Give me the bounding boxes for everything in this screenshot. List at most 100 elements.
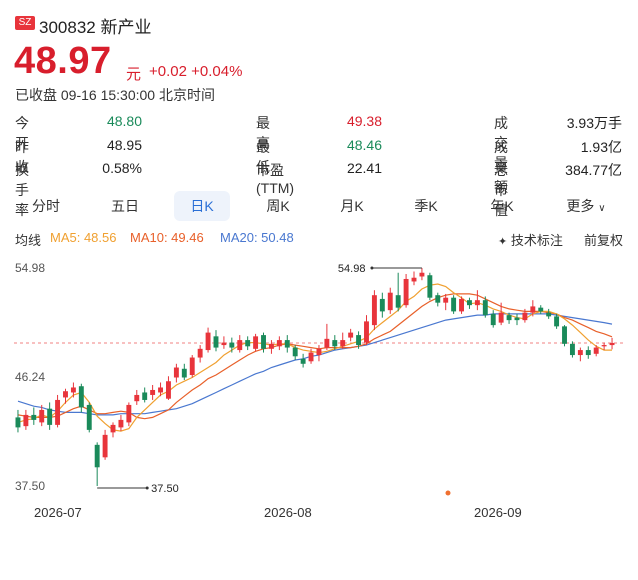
candle-body xyxy=(348,332,354,338)
candle-body xyxy=(316,348,322,356)
candle-body xyxy=(47,408,53,425)
candle-body xyxy=(569,343,575,356)
tune-icon: ✦ xyxy=(498,236,508,248)
stat-label-market-cap: 总市值 xyxy=(494,162,508,218)
market-badge: SZ xyxy=(15,16,35,30)
stat-label-turnover-rate: 换手率 xyxy=(15,162,29,218)
candle-body xyxy=(205,332,211,351)
candle-body xyxy=(197,348,203,358)
price-change: +0.02 +0.04% xyxy=(149,63,243,80)
y-tick-label: 54.98 xyxy=(15,261,45,275)
stat-label-turnover: 成交额 xyxy=(494,139,508,195)
adjust-selector[interactable]: 前复权 xyxy=(584,233,624,248)
stat-value-low: 48.46 xyxy=(346,137,382,153)
candle-body xyxy=(585,350,591,356)
min-marker-dot xyxy=(145,486,149,490)
candle-body xyxy=(39,409,45,423)
candle-body xyxy=(498,312,504,323)
candle-body xyxy=(324,338,330,348)
y-tick-label: 46.24 xyxy=(15,370,45,384)
tab-intraday[interactable]: 分时 xyxy=(32,198,60,214)
candle-body xyxy=(522,312,528,321)
candle-body xyxy=(332,340,338,347)
candle-body xyxy=(23,414,29,427)
tab-five-day[interactable]: 五日 xyxy=(111,198,139,214)
candle-body xyxy=(300,358,306,364)
candle-body xyxy=(94,444,100,468)
candle-body xyxy=(245,340,251,347)
tab-monthly-k[interactable]: 月K xyxy=(340,198,364,214)
candle-body xyxy=(530,306,536,313)
candle-body xyxy=(261,335,266,349)
candle-body xyxy=(371,295,377,326)
ma10-line xyxy=(17,293,613,420)
period-tabs: 分时 五日 日K 周K 月K 季K 年K 更多 ∨ xyxy=(0,191,638,221)
candle-body xyxy=(577,350,583,356)
candle-body xyxy=(268,343,274,349)
candle-body xyxy=(237,340,243,351)
candle-body xyxy=(15,417,21,428)
candle-body xyxy=(467,300,472,306)
candle-body xyxy=(284,340,290,348)
candle-body xyxy=(482,300,488,316)
candle-body xyxy=(181,368,187,378)
candle-body xyxy=(308,352,314,362)
tech-annotation-label: 技术标注 xyxy=(510,233,563,248)
x-tick-label: 2026-07 xyxy=(34,505,82,520)
candle-body xyxy=(601,345,607,347)
stat-label-low: 最低 xyxy=(256,139,270,175)
candle-body xyxy=(356,335,362,346)
ma5-value: MA5: 48.56 xyxy=(50,230,117,245)
ma-label: 均线 xyxy=(15,233,42,248)
tab-daily-k[interactable]: 日K xyxy=(174,191,230,221)
chevron-down-icon: ∨ xyxy=(598,203,606,214)
stat-value-open: 48.80 xyxy=(106,113,142,129)
tech-annotation-toggle[interactable]: ✦ 技术标注 xyxy=(498,230,563,249)
candle-body xyxy=(166,381,171,399)
tab-weekly-k[interactable]: 周K xyxy=(266,198,290,214)
candle-body xyxy=(443,297,449,303)
candle-body xyxy=(229,342,235,348)
candle-body xyxy=(364,321,369,343)
stat-value-pe: 22.41 xyxy=(346,160,382,176)
max-marker-dot xyxy=(370,266,374,270)
tab-more[interactable]: 更多 ∨ xyxy=(558,191,614,221)
tab-more-label: 更多 xyxy=(566,198,595,214)
x-tick-label: 2026-08 xyxy=(264,505,312,520)
candle-body xyxy=(134,394,140,402)
candle-body xyxy=(126,404,132,423)
ma10-value: MA10: 49.46 xyxy=(130,230,204,245)
max-price-label: 54.98 xyxy=(338,263,366,275)
ma5-line xyxy=(17,283,612,432)
stat-label-pe: 市盈(TTM) xyxy=(256,162,295,196)
candle-body xyxy=(221,342,227,346)
candle-body xyxy=(411,277,417,282)
stat-label-prev-close: 昨收 xyxy=(15,139,29,175)
candle-body xyxy=(490,313,496,326)
event-marker xyxy=(445,490,451,496)
candle-body xyxy=(253,336,259,349)
candle-body xyxy=(70,387,76,393)
stat-value-market-cap: 384.77亿 xyxy=(565,162,622,178)
candle-body xyxy=(387,292,393,311)
candle-body xyxy=(102,434,108,458)
tab-yearly-k[interactable]: 年K xyxy=(490,198,514,214)
candle-body xyxy=(158,387,163,393)
candle-body xyxy=(31,414,37,420)
candle-body xyxy=(142,392,148,400)
candle-body xyxy=(110,424,116,433)
current-price: 48.97 xyxy=(14,40,112,82)
candle-body xyxy=(379,298,385,312)
candle-body xyxy=(546,312,552,317)
stat-value-volume: 3.93万手 xyxy=(566,115,622,131)
market-status: 已收盘 09-16 15:30:00 北京时间 xyxy=(15,87,215,103)
candle-body xyxy=(435,295,441,303)
ma20-value: MA20: 50.48 xyxy=(220,230,294,245)
candle-body xyxy=(514,317,520,321)
candle-body xyxy=(538,307,544,312)
candle-body xyxy=(63,391,68,398)
tab-quarterly-k[interactable]: 季K xyxy=(414,198,438,214)
stat-label-volume: 成交量 xyxy=(494,115,508,171)
stock-title: 300832 新产业 xyxy=(39,18,152,37)
